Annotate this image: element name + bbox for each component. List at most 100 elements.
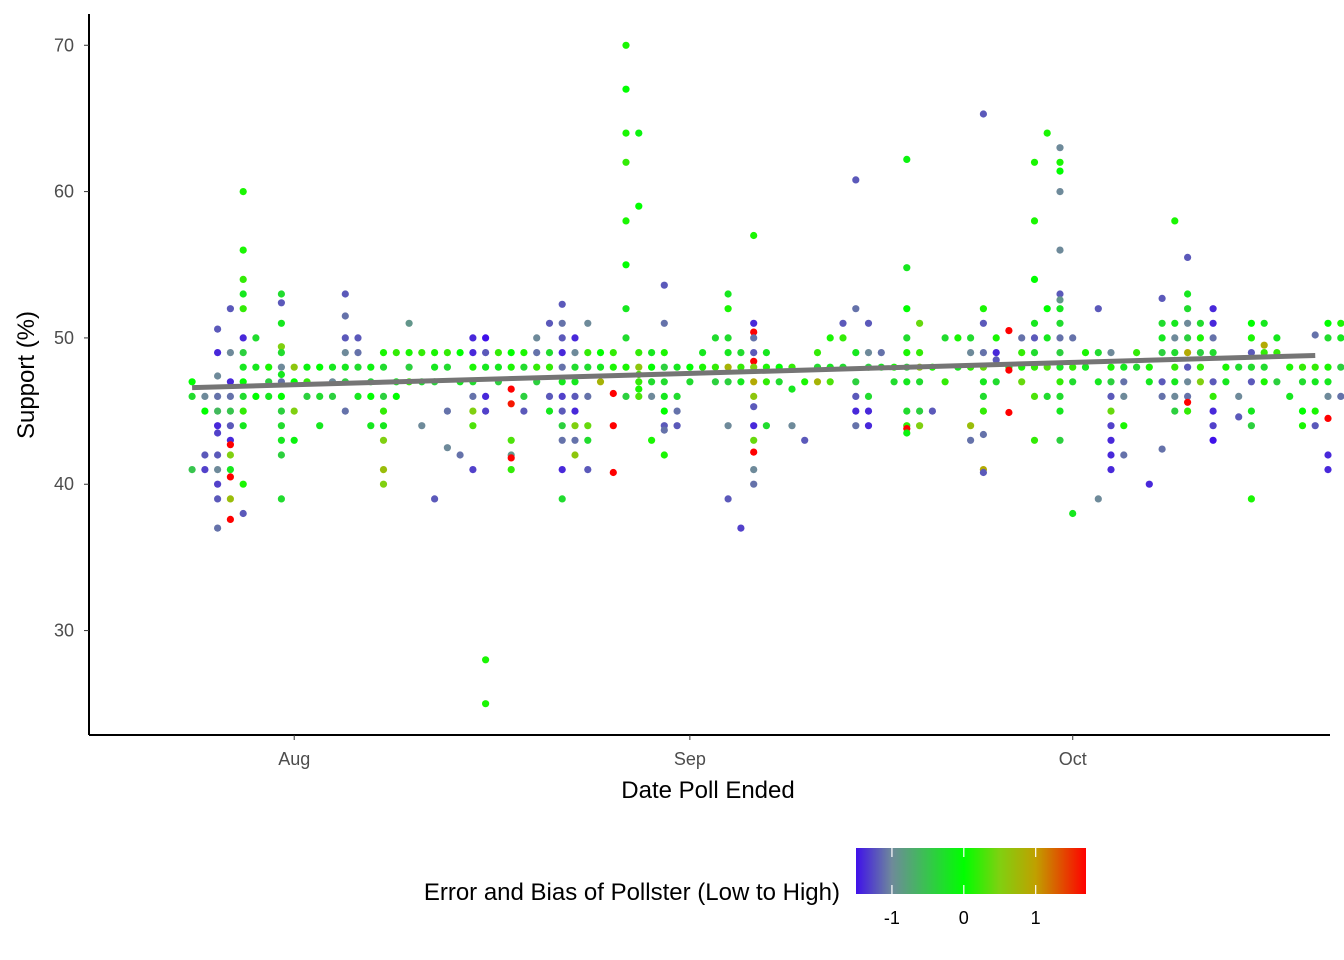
poll-point xyxy=(1018,378,1026,386)
poll-point xyxy=(482,656,490,664)
poll-point xyxy=(1107,392,1115,400)
poll-point xyxy=(1260,341,1268,349)
poll-point xyxy=(226,407,234,415)
poll-point xyxy=(1260,319,1268,327)
poll-point xyxy=(1043,334,1051,342)
poll-point xyxy=(1120,378,1128,386)
poll-point xyxy=(201,466,209,474)
poll-point xyxy=(226,422,234,430)
poll-point xyxy=(379,466,388,474)
poll-point xyxy=(750,466,758,474)
poll-point xyxy=(724,422,732,430)
poll-point xyxy=(903,378,911,386)
poll-point xyxy=(737,524,745,532)
poll-point xyxy=(1069,509,1077,518)
poll-point xyxy=(941,334,949,342)
poll-point xyxy=(341,312,349,320)
poll-point xyxy=(1222,378,1230,386)
y-tick-label: 70 xyxy=(54,35,74,55)
poll-point xyxy=(571,363,579,371)
poll-point xyxy=(1247,349,1255,357)
poll-point xyxy=(724,349,732,357)
poll-point xyxy=(1158,294,1166,302)
poll-point xyxy=(967,422,975,430)
poll-point xyxy=(379,480,388,488)
poll-point xyxy=(379,392,388,400)
poll-point xyxy=(762,349,771,357)
poll-point xyxy=(354,363,362,371)
poll-point xyxy=(226,305,234,313)
poll-point xyxy=(596,349,605,357)
poll-point xyxy=(1235,363,1243,371)
poll-point xyxy=(1209,392,1217,400)
poll-point xyxy=(699,363,707,371)
poll-point xyxy=(405,363,413,371)
poll-point xyxy=(188,378,196,386)
poll-point xyxy=(699,349,707,357)
poll-point xyxy=(214,372,222,380)
poll-point xyxy=(1133,349,1141,357)
poll-point xyxy=(1235,392,1243,400)
poll-point xyxy=(431,349,439,357)
poll-point xyxy=(903,334,911,342)
poll-point xyxy=(903,264,911,272)
poll-point xyxy=(750,448,758,456)
poll-point xyxy=(571,349,579,357)
poll-point xyxy=(584,392,592,400)
poll-point xyxy=(367,392,375,400)
poll-point xyxy=(890,378,898,386)
poll-point xyxy=(494,363,502,371)
poll-point xyxy=(852,392,860,400)
poll-point xyxy=(226,392,234,400)
poll-point xyxy=(201,451,209,459)
poll-point xyxy=(1209,407,1217,415)
x-tick-label: Aug xyxy=(278,749,310,769)
poll-point xyxy=(622,217,630,225)
poll-point xyxy=(1030,217,1039,225)
x-tick-label: Oct xyxy=(1059,749,1087,769)
poll-point xyxy=(660,363,668,371)
poll-point xyxy=(1247,422,1255,430)
poll-point xyxy=(226,451,234,459)
poll-point xyxy=(341,290,349,298)
poll-point xyxy=(1043,392,1051,400)
poll-point xyxy=(1056,319,1064,327)
y-tick-label: 60 xyxy=(54,182,74,202)
poll-point xyxy=(558,378,566,386)
poll-point xyxy=(979,110,988,118)
poll-point xyxy=(1324,334,1332,342)
poll-point xyxy=(635,392,643,400)
poll-point xyxy=(201,407,209,415)
poll-point xyxy=(507,400,515,408)
poll-point xyxy=(622,305,630,313)
poll-point xyxy=(558,466,566,474)
poll-point xyxy=(648,378,656,386)
poll-point xyxy=(214,349,222,357)
poll-point xyxy=(405,349,413,357)
poll-point xyxy=(1196,363,1204,371)
poll-point xyxy=(903,305,911,313)
poll-point xyxy=(1209,436,1217,444)
poll-point xyxy=(813,378,822,386)
poll-point xyxy=(1056,158,1064,166)
poll-point xyxy=(724,305,732,313)
poll-point xyxy=(277,363,285,371)
poll-point xyxy=(1069,363,1077,371)
poll-point xyxy=(214,524,222,532)
poll-point xyxy=(979,378,988,386)
poll-point xyxy=(507,349,515,357)
poll-point xyxy=(1133,363,1141,371)
poll-point xyxy=(660,451,668,459)
poll-point xyxy=(277,407,285,415)
poll-point xyxy=(622,85,630,93)
poll-point xyxy=(558,349,566,357)
poll-point xyxy=(214,392,222,400)
poll-point xyxy=(1171,334,1179,342)
poll-point xyxy=(1120,392,1128,400)
poll-point xyxy=(1196,334,1204,342)
poll-point xyxy=(1056,363,1064,371)
poll-point xyxy=(660,378,668,386)
poll-point xyxy=(201,392,209,400)
poll-point xyxy=(239,363,247,371)
poll-point xyxy=(724,378,732,386)
